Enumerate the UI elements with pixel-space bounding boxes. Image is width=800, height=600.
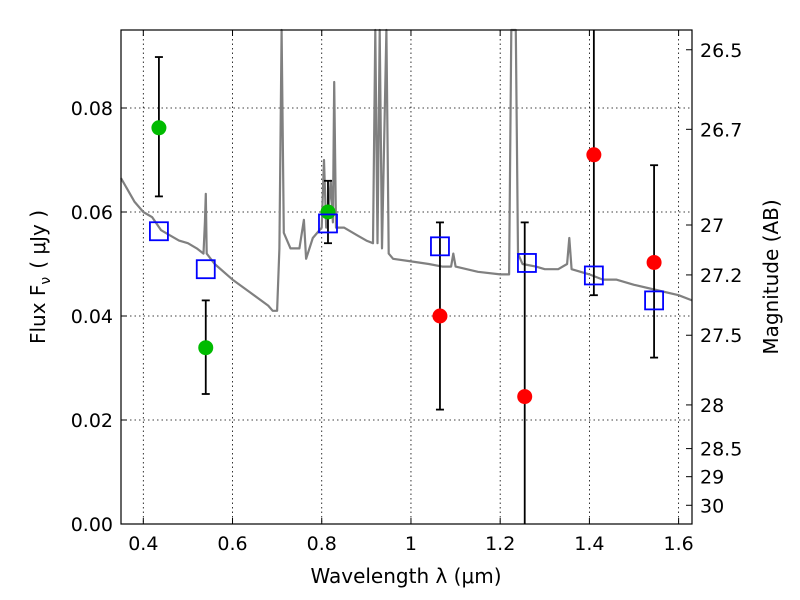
y2-tick-label: 26.7	[700, 119, 742, 141]
y-axis-title-units: ( μJy )	[26, 210, 50, 269]
model-spectrum	[120, 28, 693, 312]
x-axis-title: Wavelength λ (μm)	[310, 564, 501, 588]
x-tick-label: 1.6	[664, 533, 694, 555]
model-point	[430, 236, 450, 257]
model-point	[517, 253, 537, 273]
y-tick-label: 0.04	[71, 306, 113, 328]
axis-ticks	[121, 30, 692, 525]
y-tick-label: 0.00	[71, 514, 113, 536]
y2-tick-label: 27.2	[700, 265, 742, 287]
observed-point	[432, 308, 448, 324]
model-point	[195, 259, 216, 280]
x-tick-label: 0.6	[217, 533, 247, 555]
y2-tick-label: 27.5	[700, 325, 742, 347]
y-tick-label: 0.02	[71, 410, 113, 432]
model-point	[583, 265, 604, 286]
model-point	[149, 221, 169, 242]
y-tick-label: 0.08	[71, 98, 113, 120]
observed-point	[198, 340, 214, 356]
observed-point	[320, 204, 336, 220]
observed-point	[517, 389, 533, 405]
x-tick-label: 0.8	[307, 533, 337, 555]
spectrum-line	[120, 28, 693, 312]
observed-point	[586, 147, 602, 163]
model-point	[318, 213, 338, 234]
x-tick-label: 1	[405, 533, 417, 555]
observed-point	[151, 120, 167, 136]
y2-axis-title: Magnitude (AB)	[759, 199, 783, 354]
x-tick-label: 1.2	[485, 533, 515, 555]
y-tick-label: 0.06	[71, 202, 113, 224]
y-axis-title: Flux Fν ( μJy )	[26, 210, 54, 344]
x-tick-label: 1.4	[574, 533, 604, 555]
y2-tick-label: 29	[700, 467, 724, 489]
data-points	[149, 120, 664, 405]
model-point	[644, 290, 664, 311]
y2-tick-label: 30	[700, 495, 724, 517]
y-axis-title-main: Flux F	[26, 285, 50, 344]
observed-point	[646, 254, 662, 270]
y-axis-title-subscript: ν	[38, 277, 54, 285]
y2-tick-label: 28	[700, 395, 724, 417]
y2-tick-label: 26.5	[700, 40, 742, 62]
x-tick-label: 0.4	[128, 533, 158, 555]
svg-text:Flux Fν( μJy ): Flux Fν ( μJy )	[26, 210, 54, 344]
plot-frame	[120, 29, 693, 525]
y2-tick-label: 28.5	[700, 439, 742, 461]
y2-tick-label: 27	[700, 215, 724, 237]
